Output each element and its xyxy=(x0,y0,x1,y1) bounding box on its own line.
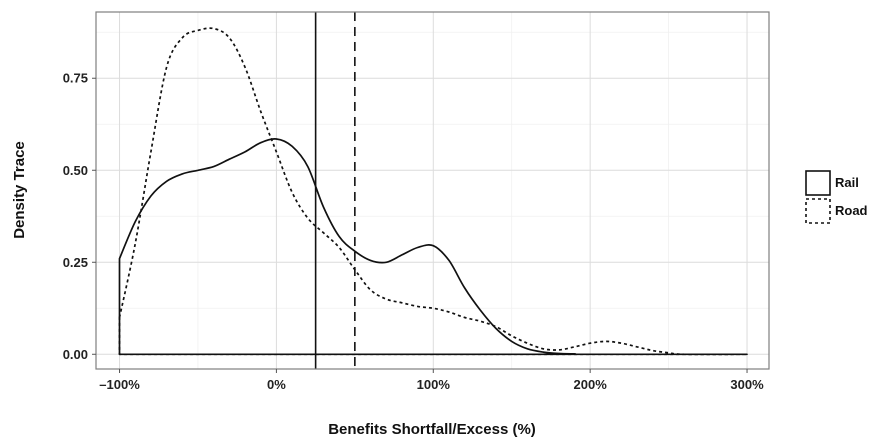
series-line-road xyxy=(118,27,748,356)
x-axis: –100% 0% 100% 200% 300% xyxy=(99,369,764,392)
y-tick-label: 0.00 xyxy=(63,347,88,362)
series-line-rail xyxy=(118,138,748,356)
legend-label-rail: Rail xyxy=(835,175,859,190)
x-tick-label: 300% xyxy=(730,377,764,392)
legend-key-rail xyxy=(805,170,831,196)
y-axis: 0.00 0.25 0.50 0.75 xyxy=(63,71,96,362)
plot-panel xyxy=(96,12,769,369)
legend-key-road xyxy=(805,198,831,224)
y-tick-label: 0.25 xyxy=(63,255,88,270)
x-tick-label: 0% xyxy=(267,377,286,392)
reference-lines xyxy=(314,12,356,369)
legend: Rail Road xyxy=(805,170,868,224)
y-tick-label: 0.75 xyxy=(63,71,88,86)
legend-label-road: Road xyxy=(835,203,868,218)
x-tick-label: 100% xyxy=(417,377,451,392)
plot-border xyxy=(95,11,770,370)
series-lines xyxy=(118,27,748,356)
x-tick-label: –100% xyxy=(99,377,140,392)
y-axis-title: Density Trace xyxy=(11,141,28,239)
x-tick-label: 200% xyxy=(574,377,608,392)
y-tick-label: 0.50 xyxy=(63,163,88,178)
x-axis-title: Benefits Shortfall/Excess (%) xyxy=(328,421,536,438)
